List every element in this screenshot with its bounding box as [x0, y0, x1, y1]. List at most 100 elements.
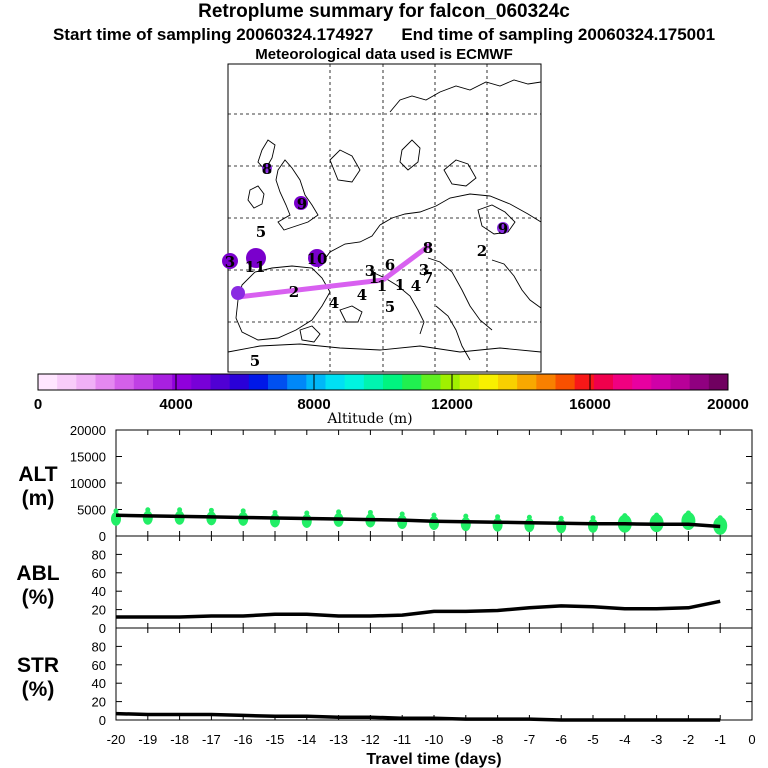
- colorbar-cell: [76, 374, 96, 390]
- map-label: 1: [369, 269, 379, 287]
- map-label: 7: [423, 269, 433, 287]
- altitude-cluster-point: [654, 512, 660, 518]
- y-tick-label: 20: [92, 695, 106, 710]
- panel-ylabel-unit: (m): [22, 487, 55, 510]
- map-label: 9: [297, 195, 307, 213]
- x-tick-label: -19: [138, 732, 157, 747]
- x-tick-label: -5: [587, 732, 599, 747]
- x-tick-label: -4: [619, 732, 631, 747]
- series-line-abl: [116, 599, 721, 619]
- altitude-cluster-point: [495, 514, 501, 520]
- colorbar-cell: [651, 374, 671, 390]
- series-line-alt: [115, 513, 721, 529]
- colorbar-tick-label: 20000: [707, 396, 749, 413]
- colorbar-cell: [114, 374, 135, 390]
- map-coastlines: [227, 79, 542, 361]
- map-label: 10: [307, 250, 328, 268]
- colorbar: 0 4000 8000 12000 16000 20000 Altitude (m): [34, 373, 749, 427]
- y-tick-label: 0: [99, 621, 106, 636]
- colorbar-tick-label: 4000: [159, 396, 192, 413]
- colorbar-cell: [95, 374, 116, 390]
- altitude-cluster-point: [367, 509, 373, 515]
- altitude-cluster-point: [717, 515, 723, 521]
- colorbar-cell: [478, 374, 499, 390]
- map-label: 5: [385, 298, 395, 316]
- colorbar-label: Altitude (m): [326, 411, 412, 427]
- y-tick-label: 40: [92, 584, 106, 599]
- colorbar-cell: [632, 374, 652, 390]
- map-label: 5: [250, 352, 260, 370]
- x-tick-label: -7: [524, 732, 536, 747]
- series-line-str: [115, 711, 721, 722]
- colorbar-cell: [555, 374, 576, 390]
- x-tick-label: -17: [202, 732, 221, 747]
- colorbar-tick-label: 16000: [569, 396, 611, 413]
- colorbar-cell: [268, 374, 288, 390]
- panel-ylabel-unit: (%): [22, 678, 55, 701]
- colorbar-cell: [536, 374, 556, 390]
- map-label: 2: [289, 283, 299, 301]
- altitude-cluster-point: [429, 516, 439, 531]
- x-tick-label: -11: [393, 732, 411, 747]
- x-tick-label: -18: [170, 732, 189, 747]
- altitude-cluster-point: [526, 514, 532, 520]
- colorbar-cell: [57, 374, 77, 390]
- colorbar-cell: [517, 374, 537, 390]
- colorbar-cell: [191, 374, 211, 390]
- altitude-cluster-point: [588, 518, 598, 533]
- colorbar-cell: [287, 374, 307, 390]
- panel-ylabel-var: ALT: [18, 463, 57, 486]
- altitude-cluster-point: [685, 510, 691, 516]
- altitude-cluster-point: [113, 508, 119, 514]
- altitude-cluster-point: [399, 511, 405, 517]
- altitude-cluster-point: [463, 513, 469, 519]
- map-label: 4: [357, 286, 367, 304]
- x-tick-label: -8: [492, 732, 504, 747]
- map-label: 9: [498, 220, 508, 238]
- colorbar-tick-label: 8000: [297, 396, 330, 413]
- altitude-cluster-point: [142, 510, 153, 525]
- colorbar-cell: [306, 374, 326, 390]
- map-label: 3: [225, 253, 235, 271]
- x-tick-label: -10: [425, 732, 444, 747]
- map-label: 4: [411, 277, 421, 295]
- chart-title: Retroplume summary for falcon_060324c: [198, 1, 570, 22]
- y-tick-label: 0: [99, 529, 106, 544]
- x-axis-label: Travel time (days): [366, 751, 501, 768]
- colorbar-cell: [383, 374, 403, 390]
- colorbar-tick-label: 0: [34, 396, 42, 413]
- colorbar-cell: [210, 374, 231, 390]
- altitude-cluster-point: [301, 513, 312, 528]
- map-label: 6: [385, 256, 395, 274]
- x-tick-label: -3: [651, 732, 663, 747]
- altitude-cluster-point: [208, 507, 214, 513]
- x-tick-label: -2: [683, 732, 695, 747]
- x-tick-label: -16: [234, 732, 253, 747]
- colorbar-cell: [402, 374, 422, 390]
- colorbar-cell: [459, 374, 480, 390]
- y-tick-label: 20000: [70, 423, 106, 438]
- map-label: 5: [256, 223, 266, 241]
- map-label: 4: [329, 294, 339, 312]
- colorbar-cell: [689, 374, 710, 390]
- x-tick-label: 0: [748, 732, 755, 747]
- colorbar-cell: [363, 374, 384, 390]
- colorbar-cell: [593, 374, 614, 390]
- panel-abl: 0 20 40 60 80 ABL(%): [16, 535, 753, 636]
- x-tick-label: -12: [361, 732, 380, 747]
- altitude-cluster-point: [336, 509, 342, 515]
- start-time-label: Start time of sampling 20060324.174927: [52, 25, 374, 44]
- x-tick-label: -13: [329, 732, 348, 747]
- sampling-times: Start time of sampling 20060324.174927 En…: [0, 25, 768, 45]
- altitude-cluster-point: [590, 515, 596, 521]
- x-tick-label: -14: [297, 732, 316, 747]
- panel-frame: [115, 535, 753, 629]
- y-tick-label: 60: [92, 658, 106, 673]
- colorbar-cell: [421, 374, 441, 390]
- map-label: 3: [365, 262, 375, 280]
- colorbar-tick-label: 12000: [431, 396, 473, 413]
- y-tick-label: 10000: [70, 476, 106, 491]
- map-graticule: [228, 64, 541, 372]
- altitude-cluster-point: [556, 519, 567, 534]
- colorbar-cell: [574, 374, 595, 390]
